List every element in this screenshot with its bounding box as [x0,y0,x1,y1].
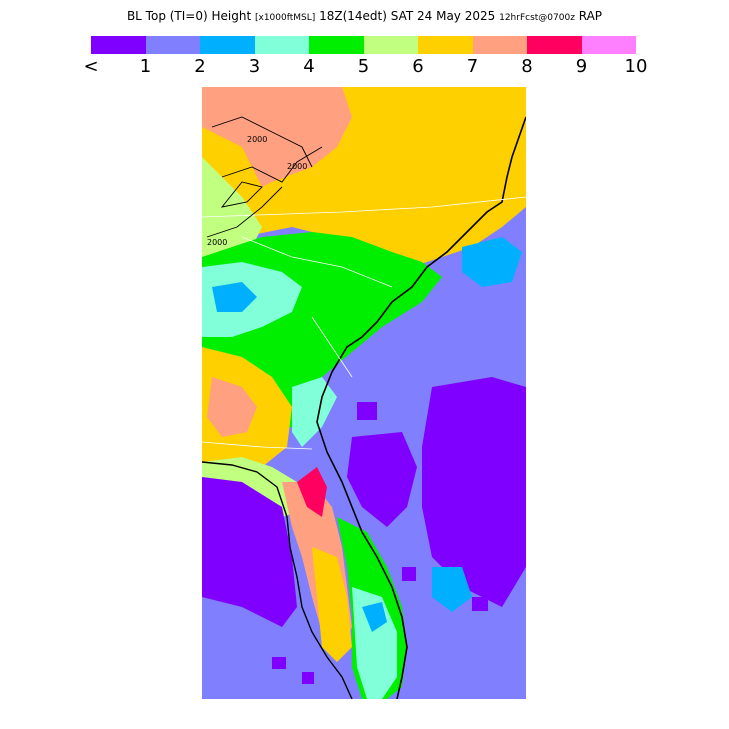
contour-label: 2000 [207,238,227,247]
scale-tick-label: 2 [194,56,206,77]
title-model: RAP [578,9,603,23]
land-blue-okeechobee [362,602,387,632]
gulf-purple-cell [302,672,314,684]
land-blue-patch [212,282,257,312]
scale-tick-label: 7 [466,56,479,77]
scale-swatch [200,36,255,54]
title-units: [x1000ftMSL] [254,13,316,23]
scale-swatch [309,36,364,54]
scale-swatch [472,36,527,54]
atlantic-blue-south [432,567,472,612]
land-red-maximum [297,467,327,517]
scale-swatch [581,36,636,54]
land-yellow-florida [312,547,352,662]
atlantic-purple-cell [472,597,488,611]
scale-swatch [527,36,582,54]
scale-tick-label: 3 [248,56,261,77]
land-aqua-coast [292,377,337,447]
scale-tick-label: 4 [303,56,315,77]
land-orange-georgia [207,377,257,437]
contour-label: 2000 [287,162,307,171]
gulf-coastline [202,461,353,699]
land-aqua-florida [352,587,397,699]
gulf-purple-cell [242,587,256,599]
coastline [316,116,526,699]
scale-tick-label: 9 [575,56,588,77]
state-border [202,441,313,450]
scale-tick-label: 10 [624,56,648,77]
scale-swatch [91,36,146,54]
scale-tick-label: 1 [139,56,152,77]
contour-line [211,116,313,168]
contour-line [206,186,283,238]
state-border [202,196,526,218]
state-border [311,316,353,378]
scale-tick-label: < [83,56,99,77]
contour-label: 2000 [247,135,267,144]
title-valid-time: 18Z(14edt) SAT 24 May 2025 [319,9,496,23]
state-border [241,236,393,288]
gulf-purple-cell [212,572,226,584]
scale-tick-label: 8 [521,56,533,77]
scale-swatch [254,36,309,54]
scale-tick-label: 5 [357,56,370,77]
gulf-purple [202,477,297,627]
atlantic-purple-cell [402,567,416,581]
land-lightgreen-ridge [202,157,262,262]
title-run: 12hrFcst@0700z [499,13,575,23]
atlantic-purple-east [422,377,526,607]
scale-swatch [363,36,418,54]
forecast-map: 2000 2000 2000 [202,87,526,699]
atlantic-blue-north [462,237,522,287]
atlantic-purple-cell [357,402,377,420]
gulf-purple-cell [272,657,286,669]
plot-title: BL Top (TI=0) Height [x1000ftMSL] 18Z(14… [0,9,729,23]
scale-swatch [418,36,473,54]
title-text: BL Top (TI=0) Height [126,9,252,23]
scale-swatch [145,36,200,54]
contour-line [221,146,323,183]
contour-line [220,181,263,208]
scale-tick-label: 6 [412,56,424,77]
color-scale-bar [91,36,636,54]
atlantic-purple-central [347,432,417,527]
